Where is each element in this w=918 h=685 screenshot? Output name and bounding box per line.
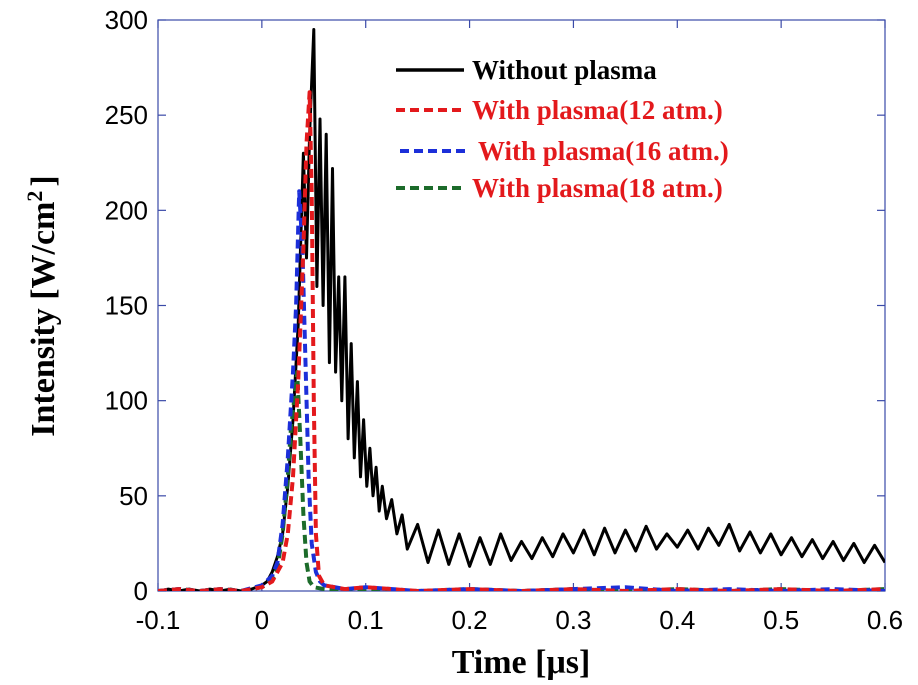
legend-label: With plasma(16 atm.) [478, 136, 729, 166]
x-tick-label: 0.6 [867, 605, 903, 635]
y-axis-title-main: Intensity [W/cm [25, 202, 62, 437]
x-tick-label: 0.5 [763, 605, 799, 635]
y-axis-title-superscript: 2 [22, 191, 47, 202]
y-tick-label: 100 [105, 386, 148, 416]
x-tick-label: 0.3 [555, 605, 591, 635]
y-axis-title-suffix: ] [25, 175, 62, 186]
y-tick-label: 0 [134, 576, 148, 606]
x-tick-labels: -0.1 0 0.1 0.2 0.3 0.4 0.5 0.6 [136, 605, 903, 635]
y-tick-label: 250 [105, 100, 148, 130]
x-tick-label: 0.2 [451, 605, 487, 635]
x-tick-label: 0 [255, 605, 269, 635]
y-tick-label: 200 [105, 195, 148, 225]
data-series [158, 28, 885, 591]
x-tick-label: 0.4 [659, 605, 695, 635]
series-line-3 [158, 370, 885, 591]
y-tick-label: 50 [119, 481, 148, 511]
legend-label: With plasma(18 atm.) [472, 173, 723, 203]
legend: Without plasma With plasma(12 atm.) With p… [396, 55, 729, 203]
x-axis-title: Time [μs] [452, 644, 591, 681]
x-tick-label: 0.1 [348, 605, 384, 635]
x-tick-label: -0.1 [136, 605, 181, 635]
y-tick-label: 300 [105, 5, 148, 35]
legend-label: With plasma(12 atm.) [472, 95, 723, 125]
series-line-2 [158, 189, 885, 591]
legend-label: Without plasma [472, 55, 657, 85]
y-tick-labels: 0 50 100 150 200 250 300 [105, 5, 148, 606]
series-line-1 [158, 90, 885, 591]
y-tick-label: 150 [105, 291, 148, 321]
y-axis-title: Intensity [W/cm2] [22, 175, 62, 436]
